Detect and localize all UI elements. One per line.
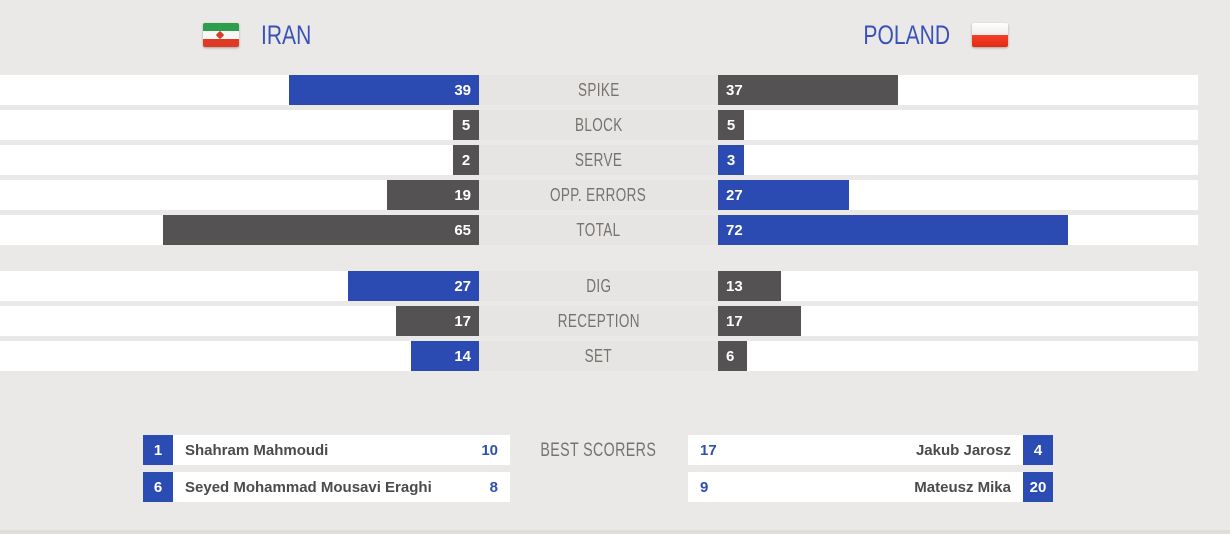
team-header-right: POLAND	[839, 19, 1008, 50]
scorer-row-left-1: 1 Shahram Mahmoudi 10	[143, 435, 510, 465]
scorer-strip: Seyed Mohammad Mousavi Eraghi 8	[173, 472, 510, 502]
stat-row-reception: 17 RECEPTION 17	[0, 306, 1198, 336]
best-scorers-label: BEST SCORERS	[540, 440, 657, 461]
stat-label-cell-serve: SERVE	[479, 145, 718, 175]
bar-right-total: 72	[718, 215, 1068, 245]
bar-left-total: 65	[163, 215, 479, 245]
stat-label-cell-dig: DIG	[479, 271, 718, 301]
bar-left-serve: 2	[453, 145, 479, 175]
stat-value-right: 17	[726, 312, 743, 330]
stat-label-cell-total: TOTAL	[479, 215, 718, 245]
stat-value-right: 37	[726, 81, 743, 99]
stat-row-total: 65 TOTAL 72	[0, 215, 1198, 245]
bar-left-block: 5	[453, 110, 479, 140]
jersey-number-badge: 6	[143, 472, 173, 502]
best-scorers-label-wrap: BEST SCORERS	[479, 437, 718, 465]
stat-label-cell-set: SET	[479, 341, 718, 371]
player-points: 8	[489, 478, 498, 496]
player-points: 9	[700, 478, 709, 496]
stat-value-left: 19	[454, 186, 471, 204]
stat-row-serve: 2 SERVE 3	[0, 145, 1198, 175]
team-right-name: POLAND	[863, 19, 950, 50]
stat-value-right: 72	[726, 221, 743, 239]
stat-label: DIG	[585, 275, 612, 296]
stat-value-right: 5	[726, 116, 736, 134]
player-name: Mateusz Mika	[914, 478, 1011, 496]
stat-label: TOTAL	[576, 219, 621, 240]
bar-right-set: 6	[718, 341, 747, 371]
stat-label: SET	[584, 345, 613, 366]
poland-flag-icon	[972, 23, 1008, 47]
stat-value-left: 2	[461, 151, 471, 169]
stat-row-block: 5 BLOCK 5	[0, 110, 1198, 140]
stat-value-right: 27	[726, 186, 743, 204]
stat-row-opp-errors: 19 OPP. ERRORS 27	[0, 180, 1198, 210]
stat-label-cell-reception: RECEPTION	[479, 306, 718, 336]
bar-right-opp-errors: 27	[718, 180, 849, 210]
player-name: Seyed Mohammad Mousavi Eraghi	[185, 478, 432, 496]
player-points: 17	[700, 441, 717, 459]
stat-value-left: 14	[454, 347, 471, 365]
scorer-strip: 9 Mateusz Mika	[688, 472, 1023, 502]
bar-left-set: 14	[411, 341, 479, 371]
stat-row-dig: 27 DIG 13	[0, 271, 1198, 301]
player-name: Jakub Jarosz	[915, 441, 1011, 459]
jersey-number-badge: 4	[1023, 435, 1053, 465]
bar-left-spike: 39	[289, 75, 479, 105]
stat-label: SERVE	[574, 149, 623, 170]
iran-emblem-icon	[215, 30, 225, 40]
bar-right-reception: 17	[718, 306, 801, 336]
scorer-strip: Shahram Mahmoudi 10	[173, 435, 510, 465]
team-left-name: IRAN	[261, 19, 312, 50]
stat-row-set: 14 SET 6	[0, 341, 1198, 371]
stat-label: OPP. ERRORS	[550, 184, 647, 205]
stat-value-left: 17	[454, 312, 471, 330]
scorer-row-right-2: 9 Mateusz Mika 20	[688, 472, 1053, 502]
bar-right-serve: 3	[718, 145, 744, 175]
scorer-row-right-1: 17 Jakub Jarosz 4	[688, 435, 1053, 465]
stat-row-spike: 39 SPIKE 37	[0, 75, 1198, 105]
bar-left-dig: 27	[348, 271, 479, 301]
footer-strip	[0, 530, 1230, 534]
stat-value-left: 65	[454, 221, 471, 239]
stat-value-right: 13	[726, 277, 743, 295]
stat-label-cell-block: BLOCK	[479, 110, 718, 140]
bar-left-opp-errors: 19	[387, 180, 479, 210]
player-points: 10	[481, 441, 498, 459]
bar-right-spike: 37	[718, 75, 898, 105]
stat-value-left: 27	[454, 277, 471, 295]
scorer-row-left-2: 6 Seyed Mohammad Mousavi Eraghi 8	[143, 472, 510, 502]
stat-value-right: 6	[726, 347, 735, 365]
stat-label: RECEPTION	[557, 310, 640, 331]
stat-value-left: 5	[461, 116, 471, 134]
stat-label: SPIKE	[577, 79, 620, 100]
stat-label-cell-spike: SPIKE	[479, 75, 718, 105]
player-name: Shahram Mahmoudi	[185, 441, 329, 459]
stat-label: BLOCK	[574, 114, 623, 135]
jersey-number-badge: 1	[143, 435, 173, 465]
bar-right-block: 5	[718, 110, 744, 140]
bar-right-dig: 13	[718, 271, 781, 301]
team-header-left: IRAN	[203, 19, 326, 50]
bar-left-reception: 17	[396, 306, 479, 336]
iran-flag-icon	[203, 23, 239, 47]
scorer-strip: 17 Jakub Jarosz	[688, 435, 1023, 465]
stat-label-cell-opp-errors: OPP. ERRORS	[479, 180, 718, 210]
stat-value-right: 3	[726, 151, 736, 169]
stat-value-left: 39	[454, 81, 471, 99]
jersey-number-badge: 20	[1023, 472, 1053, 502]
